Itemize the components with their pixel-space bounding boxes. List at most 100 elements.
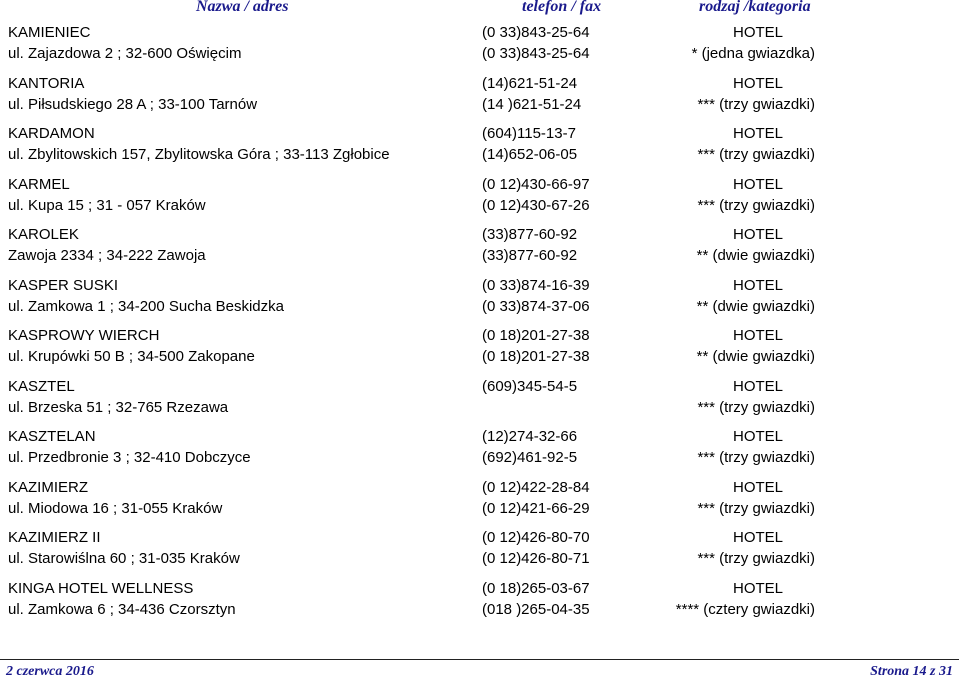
hotel-list: KAMIENIEC (0 33)843-25-64 HOTEL ul. Zajazdo… bbox=[0, 22, 959, 628]
entry-line-1: KARDAMON (604)115-13-7 HOTEL bbox=[0, 123, 959, 145]
phone-primary: (12)274-32-66 bbox=[482, 428, 578, 445]
entry-line-2: ul. Zbylitowskich 157, Zbylitowska Góra … bbox=[0, 144, 959, 166]
hotel-address: ul. Zbylitowskich 157, Zbylitowska Góra … bbox=[8, 146, 390, 163]
entry-line-2: ul. Krupówki 50 B ; 34-500 Zakopane (0 18… bbox=[0, 346, 959, 368]
hotel-address: ul. Miodowa 16 ; 31-055 Kraków bbox=[8, 499, 223, 517]
entry-line-2: ul. Miodowa 16 ; 31-055 Kraków (0 12)421-… bbox=[0, 498, 959, 520]
hotel-type: HOTEL bbox=[732, 24, 783, 41]
hotel-category: *** (trzy gwiazdki) bbox=[697, 196, 815, 214]
entry-line-1: KAZIMIERZ II (0 12)426-80-70 HOTEL bbox=[0, 527, 959, 549]
entry-line-1: KASPER SUSKI (0 33)874-16-39 HOTEL bbox=[0, 275, 959, 297]
hotel-address: ul. Krupówki 50 B ; 34-500 Zakopane bbox=[8, 348, 255, 365]
hotel-category: ** (dwie gwiazdki) bbox=[696, 348, 815, 365]
phone-primary: (0 12)430-66-97 bbox=[482, 175, 590, 193]
phone-secondary: (0 12)421-66-29 bbox=[482, 499, 590, 517]
list-item: KAROLEK (33)877-60-92 HOTEL Zawoja 2334 ; 3… bbox=[0, 224, 959, 275]
list-item: KAZIMIERZ (0 12)422-28-84 HOTEL ul. Miodowa… bbox=[0, 477, 959, 528]
phone-secondary: (0 12)430-67-26 bbox=[482, 196, 590, 214]
list-item: KARMEL (0 12)430-66-97 HOTEL ul. Kupa 15 ; … bbox=[0, 174, 959, 225]
hotel-category: *** (trzy gwiazdki) bbox=[697, 95, 815, 113]
footer-date: 2 czerwca 2016 bbox=[6, 664, 94, 679]
hotel-address: ul. Zamkowa 1 ; 34-200 Sucha Beskidzka bbox=[8, 297, 284, 315]
entry-line-1: KASZTEL (609)345-54-5 HOTEL bbox=[0, 376, 959, 398]
hotel-type: HOTEL bbox=[732, 478, 783, 496]
phone-primary: (0 12)422-28-84 bbox=[482, 478, 590, 496]
hotel-address: Zawoja 2334 ; 34-222 Zawoja bbox=[8, 247, 206, 264]
hotel-type: HOTEL bbox=[732, 428, 783, 445]
hotel-type: HOTEL bbox=[732, 226, 783, 243]
hotel-name: KASZTELAN bbox=[8, 428, 96, 445]
phone-primary: (604)115-13-7 bbox=[482, 125, 576, 142]
list-item: KINGA HOTEL WELLNESS (0 18)265-03-67 HOTEL… bbox=[0, 578, 959, 629]
list-item: KASPER SUSKI (0 33)874-16-39 HOTEL ul. Zamk… bbox=[0, 275, 959, 326]
list-item: KASPROWY WIERCH (0 18)201-27-38 HOTEL ul. K… bbox=[0, 325, 959, 376]
list-item: KANTORIA (14)621-51-24 HOTEL ul. Piłsudskie… bbox=[0, 73, 959, 124]
list-item: KARDAMON (604)115-13-7 HOTEL ul. Zbylitowsk… bbox=[0, 123, 959, 174]
header-phone-fax: telefon / fax bbox=[522, 0, 602, 15]
hotel-type: HOTEL bbox=[732, 529, 783, 546]
hotel-name: KASPER SUSKI bbox=[8, 276, 119, 294]
list-item: KAZIMIERZ II (0 12)426-80-70 HOTEL ul. Star… bbox=[0, 527, 959, 578]
entry-line-1: KARMEL (0 12)430-66-97 HOTEL bbox=[0, 174, 959, 196]
column-header: Nazwa / adres telefon / fax rodzaj /kate… bbox=[0, 0, 959, 16]
hotel-category: *** (trzy gwiazdki) bbox=[697, 550, 815, 567]
entry-line-1: KANTORIA (14)621-51-24 HOTEL bbox=[0, 73, 959, 95]
hotel-name: KARMEL bbox=[8, 175, 70, 193]
list-item: KASZTELAN (12)274-32-66 HOTEL ul. Przedbron… bbox=[0, 426, 959, 477]
phone-secondary: (14)652-06-05 bbox=[482, 146, 578, 163]
phone-primary: (0 18)265-03-67 bbox=[482, 579, 590, 597]
hotel-type: HOTEL bbox=[732, 579, 783, 597]
entry-line-2: ul. Zamkowa 6 ; 34-436 Czorsztyn (018 )26… bbox=[0, 599, 959, 621]
entry-line-2: ul. Starowiślna 60 ; 31-035 Kraków (0 12)… bbox=[0, 548, 959, 570]
hotel-category: *** (trzy gwiazdki) bbox=[697, 398, 815, 416]
phone-secondary: (018 )265-04-35 bbox=[482, 600, 590, 618]
hotel-name: KAROLEK bbox=[8, 226, 79, 243]
hotel-category: *** (trzy gwiazdki) bbox=[697, 146, 815, 163]
header-type-category: rodzaj /kategoria bbox=[699, 0, 811, 15]
phone-primary: (14)621-51-24 bbox=[482, 74, 578, 92]
list-item: KASZTEL (609)345-54-5 HOTEL ul. Brzeska 51 … bbox=[0, 376, 959, 427]
hotel-type: HOTEL bbox=[732, 276, 783, 294]
hotel-address: ul. Przedbronie 3 ; 32-410 Dobczyce bbox=[8, 449, 251, 466]
hotel-type: HOTEL bbox=[732, 125, 783, 142]
footer-page-number: Strona 14 z 31 bbox=[870, 664, 953, 679]
phone-primary: (609)345-54-5 bbox=[482, 377, 578, 395]
entry-line-1: KAROLEK (33)877-60-92 HOTEL bbox=[0, 224, 959, 246]
entry-line-2: ul. Przedbronie 3 ; 32-410 Dobczyce (692)… bbox=[0, 447, 959, 469]
hotel-name: KANTORIA bbox=[8, 74, 85, 92]
header-name-address: Nazwa / adres bbox=[196, 0, 289, 15]
hotel-category: ** (dwie gwiazdki) bbox=[696, 297, 815, 315]
phone-secondary: (0 12)426-80-71 bbox=[482, 550, 590, 567]
entry-line-2: ul. Piłsudskiego 28 A ; 33-100 Tarnów (14… bbox=[0, 94, 959, 116]
hotel-category: **** (cztery gwiazdki) bbox=[675, 600, 815, 618]
hotel-address: ul. Zamkowa 6 ; 34-436 Czorsztyn bbox=[8, 600, 236, 618]
page-footer: 2 czerwca 2016 Strona 14 z 31 bbox=[0, 664, 959, 682]
phone-secondary: (14 )621-51-24 bbox=[482, 95, 582, 113]
footer-divider bbox=[0, 659, 959, 660]
hotel-address: ul. Starowiślna 60 ; 31-035 Kraków bbox=[8, 550, 240, 567]
entry-line-1: KINGA HOTEL WELLNESS (0 18)265-03-67 HOTEL bbox=[0, 578, 959, 600]
hotel-address: ul. Brzeska 51 ; 32-765 Rzezawa bbox=[8, 398, 229, 416]
hotel-type: HOTEL bbox=[732, 327, 783, 344]
hotel-name: KINGA HOTEL WELLNESS bbox=[8, 579, 194, 597]
hotel-name: KARDAMON bbox=[8, 125, 95, 142]
phone-primary: (33)877-60-92 bbox=[482, 226, 578, 243]
hotel-address: ul. Piłsudskiego 28 A ; 33-100 Tarnów bbox=[8, 95, 258, 113]
phone-secondary: (0 18)201-27-38 bbox=[482, 348, 590, 365]
hotel-name: KASZTEL bbox=[8, 377, 75, 395]
phone-secondary: (33)877-60-92 bbox=[482, 247, 578, 264]
phone-secondary: (692)461-92-5 bbox=[482, 449, 578, 466]
phone-primary: (0 33)843-25-64 bbox=[482, 24, 590, 41]
entry-line-2: ul. Zajazdowa 2 ; 32-600 Oświęcim (0 33)8… bbox=[0, 43, 959, 65]
hotel-category: *** (trzy gwiazdki) bbox=[697, 499, 815, 517]
phone-primary: (0 18)201-27-38 bbox=[482, 327, 590, 344]
phone-secondary: (0 33)874-37-06 bbox=[482, 297, 590, 315]
hotel-category: ** (dwie gwiazdki) bbox=[696, 247, 815, 264]
hotel-name: KAMIENIEC bbox=[8, 24, 91, 41]
hotel-address: ul. Kupa 15 ; 31 - 057 Kraków bbox=[8, 196, 206, 214]
hotel-name: KAZIMIERZ bbox=[8, 478, 89, 496]
hotel-category: * (jedna gwiazdka) bbox=[691, 45, 815, 62]
hotel-category: *** (trzy gwiazdki) bbox=[697, 449, 815, 466]
hotel-address: ul. Zajazdowa 2 ; 32-600 Oświęcim bbox=[8, 45, 242, 62]
phone-primary: (0 12)426-80-70 bbox=[482, 529, 590, 546]
